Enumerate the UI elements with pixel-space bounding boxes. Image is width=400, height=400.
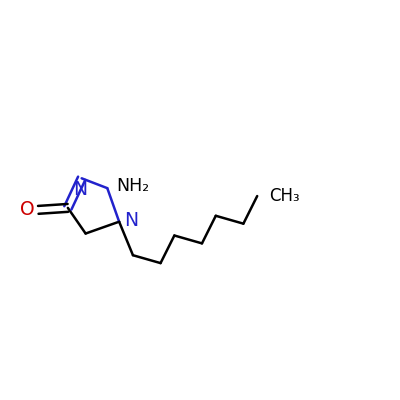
Text: CH₃: CH₃ [269,187,300,205]
Text: NH₂: NH₂ [116,177,149,195]
Text: O: O [20,200,34,219]
Text: N: N [73,180,87,199]
Text: N: N [124,212,138,230]
